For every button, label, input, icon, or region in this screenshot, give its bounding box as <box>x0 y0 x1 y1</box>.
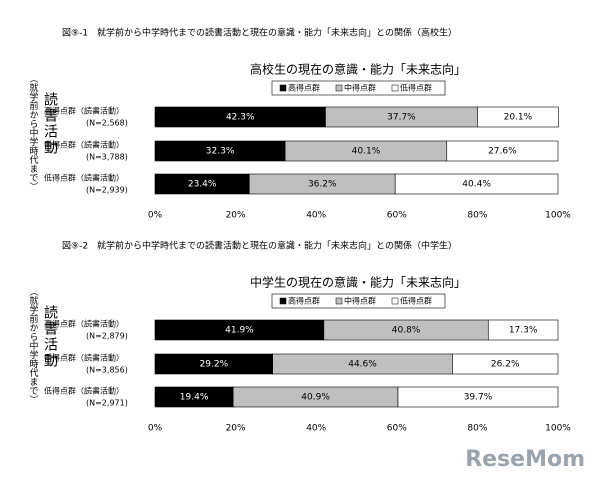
x-tick-label: 60% <box>387 424 407 434</box>
value-label: 20.1% <box>504 113 533 123</box>
value-label: 42.3% <box>226 113 255 123</box>
legend-swatch <box>279 297 287 305</box>
category-note: (N=2,939) <box>86 186 128 195</box>
value-label: 37.7% <box>387 113 416 123</box>
legend-label: 高得点群 <box>288 296 320 306</box>
bar-segment <box>477 106 559 128</box>
y-label: 読書活動 <box>42 91 58 156</box>
figure-title: 図⑨-2 就学前から中学時代までの読書活動と現在の意識・能力「未来志向」との関係… <box>62 240 457 252</box>
x-tick-label: 100% <box>545 424 571 434</box>
x-tick-label: 60% <box>387 211 407 221</box>
x-tick-label: 20% <box>226 211 246 221</box>
category-note: (N=3,856) <box>86 366 128 375</box>
category-label: 低得点群（読書活動） <box>44 386 124 396</box>
legend-label: 高得点群 <box>288 83 320 93</box>
legend-swatch <box>335 84 343 92</box>
value-label: 36.2% <box>308 180 337 190</box>
bar-segment <box>397 386 559 408</box>
category-label: 中得点群（読書活動） <box>44 140 124 150</box>
value-label: 40.8% <box>392 326 421 336</box>
bar-segment <box>446 140 559 162</box>
x-tick-label: 80% <box>467 424 487 434</box>
chart-title: 中学生の現在の意識・能力「未来志向」 <box>250 275 466 290</box>
legend-box <box>271 293 446 309</box>
category-note: (N=2,971) <box>86 399 128 408</box>
legend-label: 中得点群 <box>344 296 376 306</box>
y-sublabel: （就学前から中学時代まで） <box>28 287 39 404</box>
value-label: 44.6% <box>348 360 377 370</box>
bar-segment <box>452 353 559 375</box>
x-tick-label: 20% <box>226 424 246 434</box>
value-label: 32.3% <box>206 147 235 157</box>
y-label: 読書活動 <box>42 304 58 369</box>
value-label: 26.2% <box>491 360 520 370</box>
legend-label: 中得点群 <box>344 83 376 93</box>
bar-segment <box>394 173 559 195</box>
value-label: 23.4% <box>188 180 217 190</box>
figure-title: 図⑨-1 就学前から中学時代までの読書活動と現在の意識・能力「未来志向」との関係… <box>62 27 457 39</box>
legend-swatch <box>279 84 287 92</box>
category-label: 高得点群（読書活動） <box>44 319 124 329</box>
category-note: (N=2,879) <box>86 332 128 341</box>
category-label: 中得点群（読書活動） <box>44 353 124 363</box>
value-label: 41.9% <box>225 326 254 336</box>
x-tick-label: 40% <box>306 424 326 434</box>
category-label: 低得点群（読書活動） <box>44 173 124 183</box>
value-label: 40.1% <box>352 147 381 157</box>
legend-swatch <box>335 297 343 305</box>
legend-box <box>271 80 446 96</box>
x-tick-label: 100% <box>545 211 571 221</box>
value-label: 40.4% <box>462 180 491 190</box>
watermark: ReseMom <box>465 447 585 472</box>
legend-swatch <box>391 84 399 92</box>
legend-label: 低得点群 <box>400 83 432 93</box>
category-note: (N=2,568) <box>86 119 128 128</box>
value-label: 40.9% <box>301 393 330 403</box>
legend-label: 低得点群 <box>400 296 432 306</box>
x-tick-label: 0% <box>148 211 163 221</box>
category-label: 高得点群（読書活動） <box>44 106 124 116</box>
chart-title: 高校生の現在の意識・能力「未来志向」 <box>250 62 466 77</box>
value-label: 19.4% <box>180 393 209 403</box>
x-tick-label: 40% <box>306 211 326 221</box>
value-label: 39.7% <box>464 393 493 403</box>
value-label: 27.6% <box>488 147 517 157</box>
value-label: 17.3% <box>509 326 538 336</box>
legend-swatch <box>391 297 399 305</box>
bar-segment <box>487 319 559 341</box>
category-note: (N=3,788) <box>86 153 128 162</box>
value-label: 29.2% <box>200 360 229 370</box>
x-tick-label: 80% <box>467 211 487 221</box>
y-sublabel: （就学前から中学時代まで） <box>28 74 39 191</box>
x-tick-label: 0% <box>148 424 163 434</box>
